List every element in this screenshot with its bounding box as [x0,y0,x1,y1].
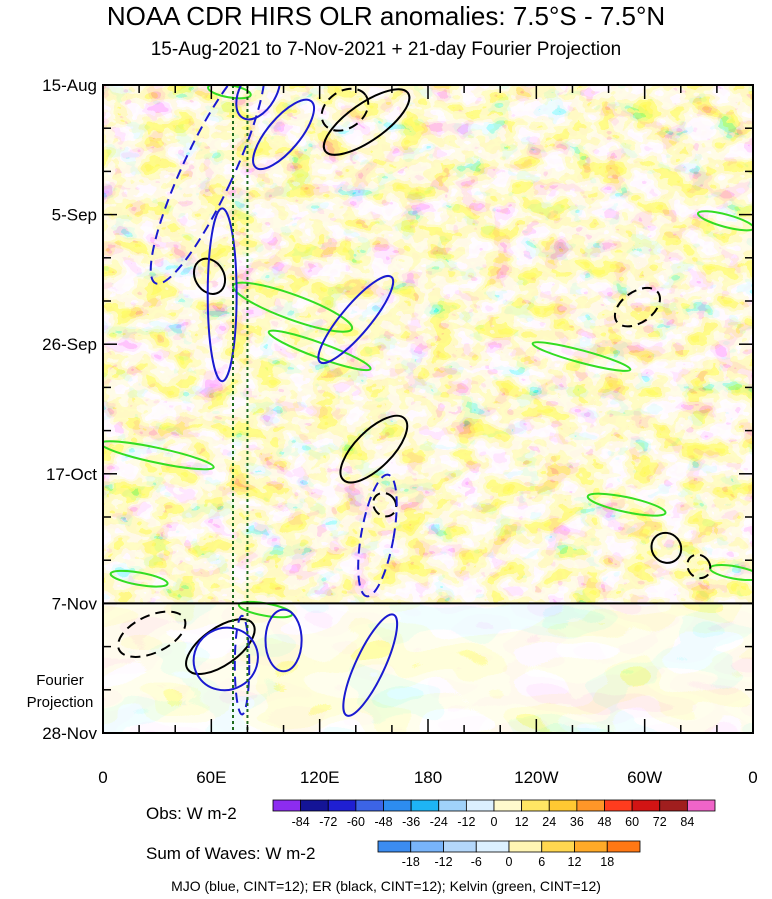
colorbar-swatch [443,840,477,853]
colorbar-swatch [686,799,716,812]
mjo-contour [149,85,266,285]
er-contour [650,531,683,564]
colorbar-swatch [508,840,543,853]
mjo-contour [317,274,395,365]
colorbar-level-label: 48 [598,815,612,829]
waves-colorbar-label: Sum of Waves: W m-2 [146,844,316,863]
colorbar-swatch [574,840,608,853]
er-contour [339,414,409,484]
y-tick-label: 17-Oct [46,465,97,484]
colorbar-level-label: -72 [319,815,337,829]
kelvin-contour [586,492,667,517]
x-tick-label: 0 [748,768,757,787]
colorbar-level-label: -60 [347,815,365,829]
heatmap-field [103,85,753,733]
colorbar-level-label: 12 [568,855,582,869]
x-axis: 0 60E 120E 180 120W 60W 0 [98,85,758,787]
colorbar-swatch [541,840,575,853]
colorbar-swatch [355,799,384,812]
colorbar-level-label: 72 [653,815,667,829]
obs-colorbar-label: Obs: W m-2 [146,804,237,823]
y-tick-label: 28-Nov [42,724,97,743]
x-tick-label: 60W [627,768,662,787]
colorbar-swatch [410,799,440,812]
colorbar-level-label: 0 [491,815,498,829]
er-contour [322,88,411,156]
colorbar-level-label: -84 [292,815,310,829]
colorbar-swatch [465,799,495,812]
waves-colorbar: -18 -12 -6 0 6 12 18 [377,840,641,869]
colorbar-level-label: -48 [374,815,392,829]
mjo-contour [233,614,251,716]
colorbar-level-label: -24 [430,815,448,829]
chart-title: NOAA CDR HIRS OLR anomalies: 7.5°S - 7.5… [106,1,666,31]
colorbar-swatch [300,799,329,812]
x-tick-label: 120E [300,768,340,787]
colorbar-level-label: -12 [457,815,475,829]
colorbar-swatch [272,799,302,812]
colorbar-level-label: 6 [538,855,545,869]
colorbar-level-label: 12 [515,815,529,829]
x-tick-label: 0 [98,768,107,787]
er-contour [320,87,370,132]
x-tick-label: 60E [196,768,226,787]
x-tick-label: 120W [514,768,558,787]
fourier-projection-label: Fourier Projection [26,672,94,711]
er-contour [192,257,227,295]
colorbar-level-label: -36 [402,815,420,829]
mjo-contour [206,207,238,383]
kelvin-contour [103,440,215,471]
colorbar-swatch [576,799,605,812]
colorbar-swatch [383,799,412,812]
mjo-contour [252,98,315,171]
y-tick-label: 7-Nov [52,594,98,613]
y-axis: 15-Aug 5-Sep 26-Sep 17-Oct 7-Nov 28-Nov [42,76,753,743]
kelvin-contour [109,569,169,588]
colorbar-level-label: 60 [625,815,639,829]
er-contour [686,553,712,580]
colorbar-swatch [604,799,633,812]
obs-colorbar: -84 -72 -60 -48 -36 -24 -12 0 12 24 36 48 60 72 84 [272,799,716,829]
colorbar-swatch [438,799,467,812]
kelvin-contour [696,210,753,232]
legend-footnote: MJO (blue, CINT=12); ER (black, CINT=12)… [171,878,601,894]
colorbar-swatch [606,840,641,853]
colorbar-swatch [631,799,661,812]
colorbar-level-label: -12 [434,855,452,869]
colorbar-swatch [659,799,688,812]
kelvin-contour [531,341,632,372]
colorbar-swatch [327,799,357,812]
y-tick-label: 15-Aug [42,76,97,95]
er-contour [117,610,187,658]
colorbar-level-label: 36 [570,815,584,829]
wave-contours [103,85,753,717]
mjo-contour [342,613,399,717]
colorbar-level-label: 18 [600,855,614,869]
colorbar-level-label: 24 [542,815,556,829]
mjo-contour [264,608,303,673]
colorbar-swatch [493,799,523,812]
mjo-contour [357,473,398,598]
reference-lines [232,85,249,733]
mjo-contour [192,626,259,692]
er-contour [372,491,398,518]
chart-subtitle: 15-Aug-2021 to 7-Nov-2021 + 21-day Fouri… [150,39,622,60]
colorbar-swatch [521,799,550,812]
colorbar-level-label: -6 [471,855,482,869]
mjo-contour [235,85,282,121]
colorbar-swatch [548,799,578,812]
colorbar-swatch [410,840,444,853]
y-tick-label: 26-Sep [42,335,97,354]
colorbar-level-label: 84 [680,815,694,829]
colorbar-swatch [475,840,510,853]
colorbar-swatch [377,840,412,853]
er-contour [613,286,661,328]
y-tick-label: 5-Sep [52,206,97,225]
x-tick-label: 180 [414,768,442,787]
colorbar-level-label: 0 [506,855,513,869]
colorbar-level-label: -18 [402,855,420,869]
